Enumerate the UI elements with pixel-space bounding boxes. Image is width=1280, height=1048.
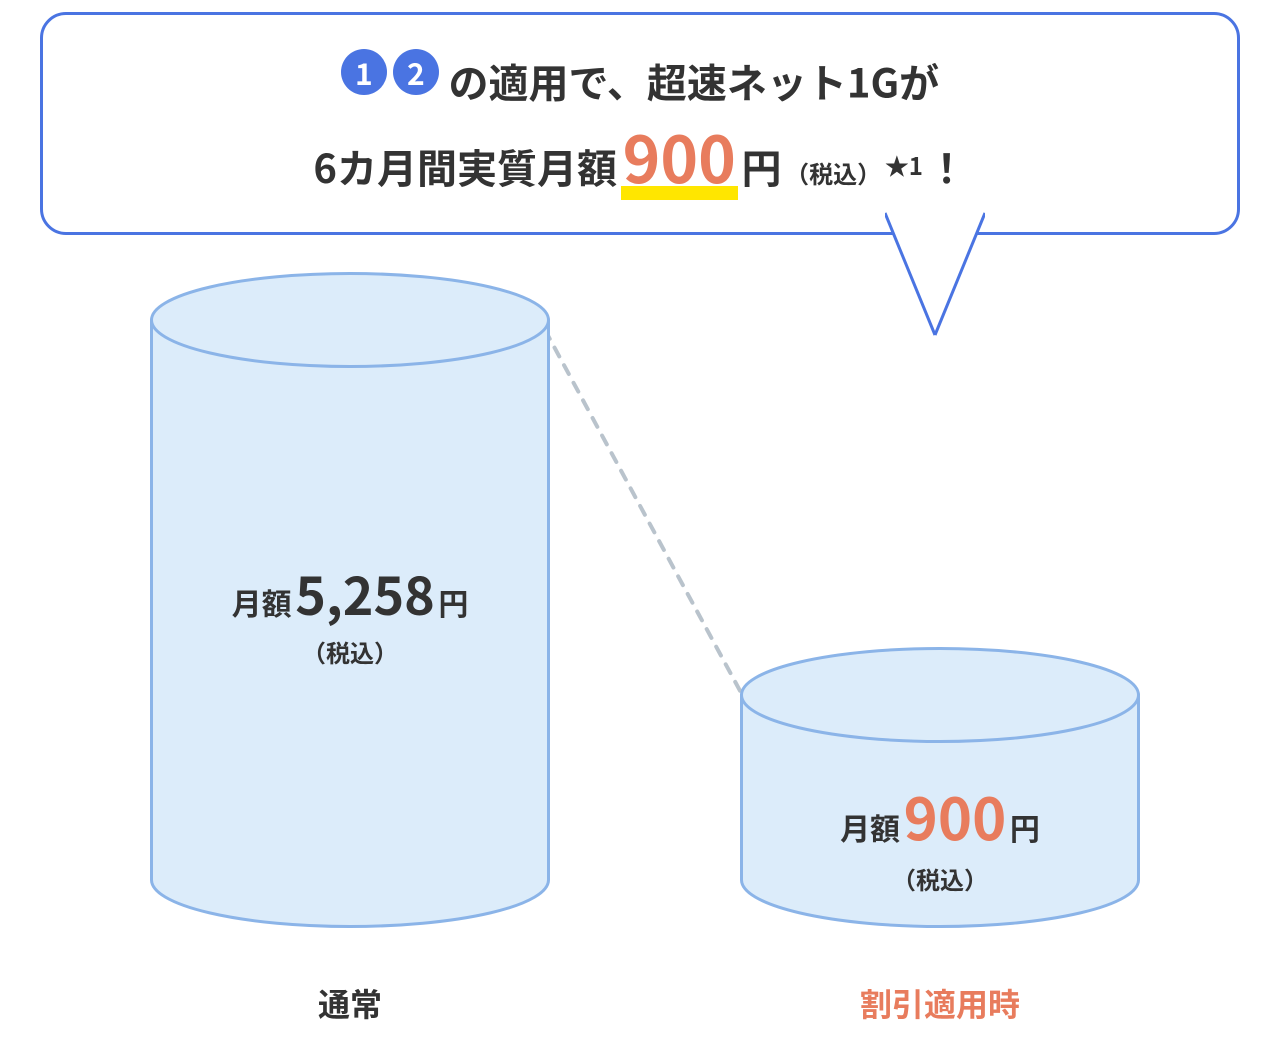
discount-price-tax: （税込） [740, 861, 1140, 896]
discount-price-amount: 900 [904, 773, 1007, 857]
regular-price-tax: （税込） [150, 634, 550, 669]
banner-line2-amount: 900 [621, 110, 738, 202]
regular-price-cylinder: 月額 5,258 円 （税込） [150, 272, 550, 928]
banner-line2-prefix: 6カ月間実質月額 [313, 137, 617, 195]
regular-price-prefix: 月額 [232, 580, 292, 624]
banner-line1-text: の適用で、超速ネット1Gが [448, 52, 939, 110]
badge-group: 1 2 [341, 49, 439, 95]
discount-caption: 割引適用時 [765, 980, 1115, 1026]
discount-price-prefix: 月額 [840, 805, 900, 849]
banner-line2-exclaim: ！ [927, 137, 967, 195]
banner-line-2: 6カ月間実質月額 900 円 （税込） ★1 ！ [83, 110, 1197, 203]
banner-line2-note: ★1 [885, 147, 923, 182]
regular-price-yen: 円 [438, 580, 468, 624]
banner-line-1: 1 2 の適用で、超速ネット1Gが [83, 49, 1197, 110]
discount-price-cylinder: 月額 900 円 （税込） [740, 647, 1140, 928]
discount-price-yen: 円 [1010, 805, 1040, 849]
promo-banner: 1 2 の適用で、超速ネット1Gが 6カ月間実質月額 900 円 （税込） ★1… [40, 12, 1240, 235]
badge-1: 1 [341, 49, 387, 95]
badge-2: 2 [393, 49, 439, 95]
regular-price-amount: 5,258 [295, 555, 435, 630]
discount-price-label: 月額 900 円 （税込） [740, 773, 1140, 896]
regular-caption: 通常 [175, 980, 525, 1026]
banner-line2-tax: （税込） [785, 155, 881, 190]
regular-price-label: 月額 5,258 円 （税込） [150, 555, 550, 669]
banner-line2-yen: 円 [742, 137, 782, 195]
